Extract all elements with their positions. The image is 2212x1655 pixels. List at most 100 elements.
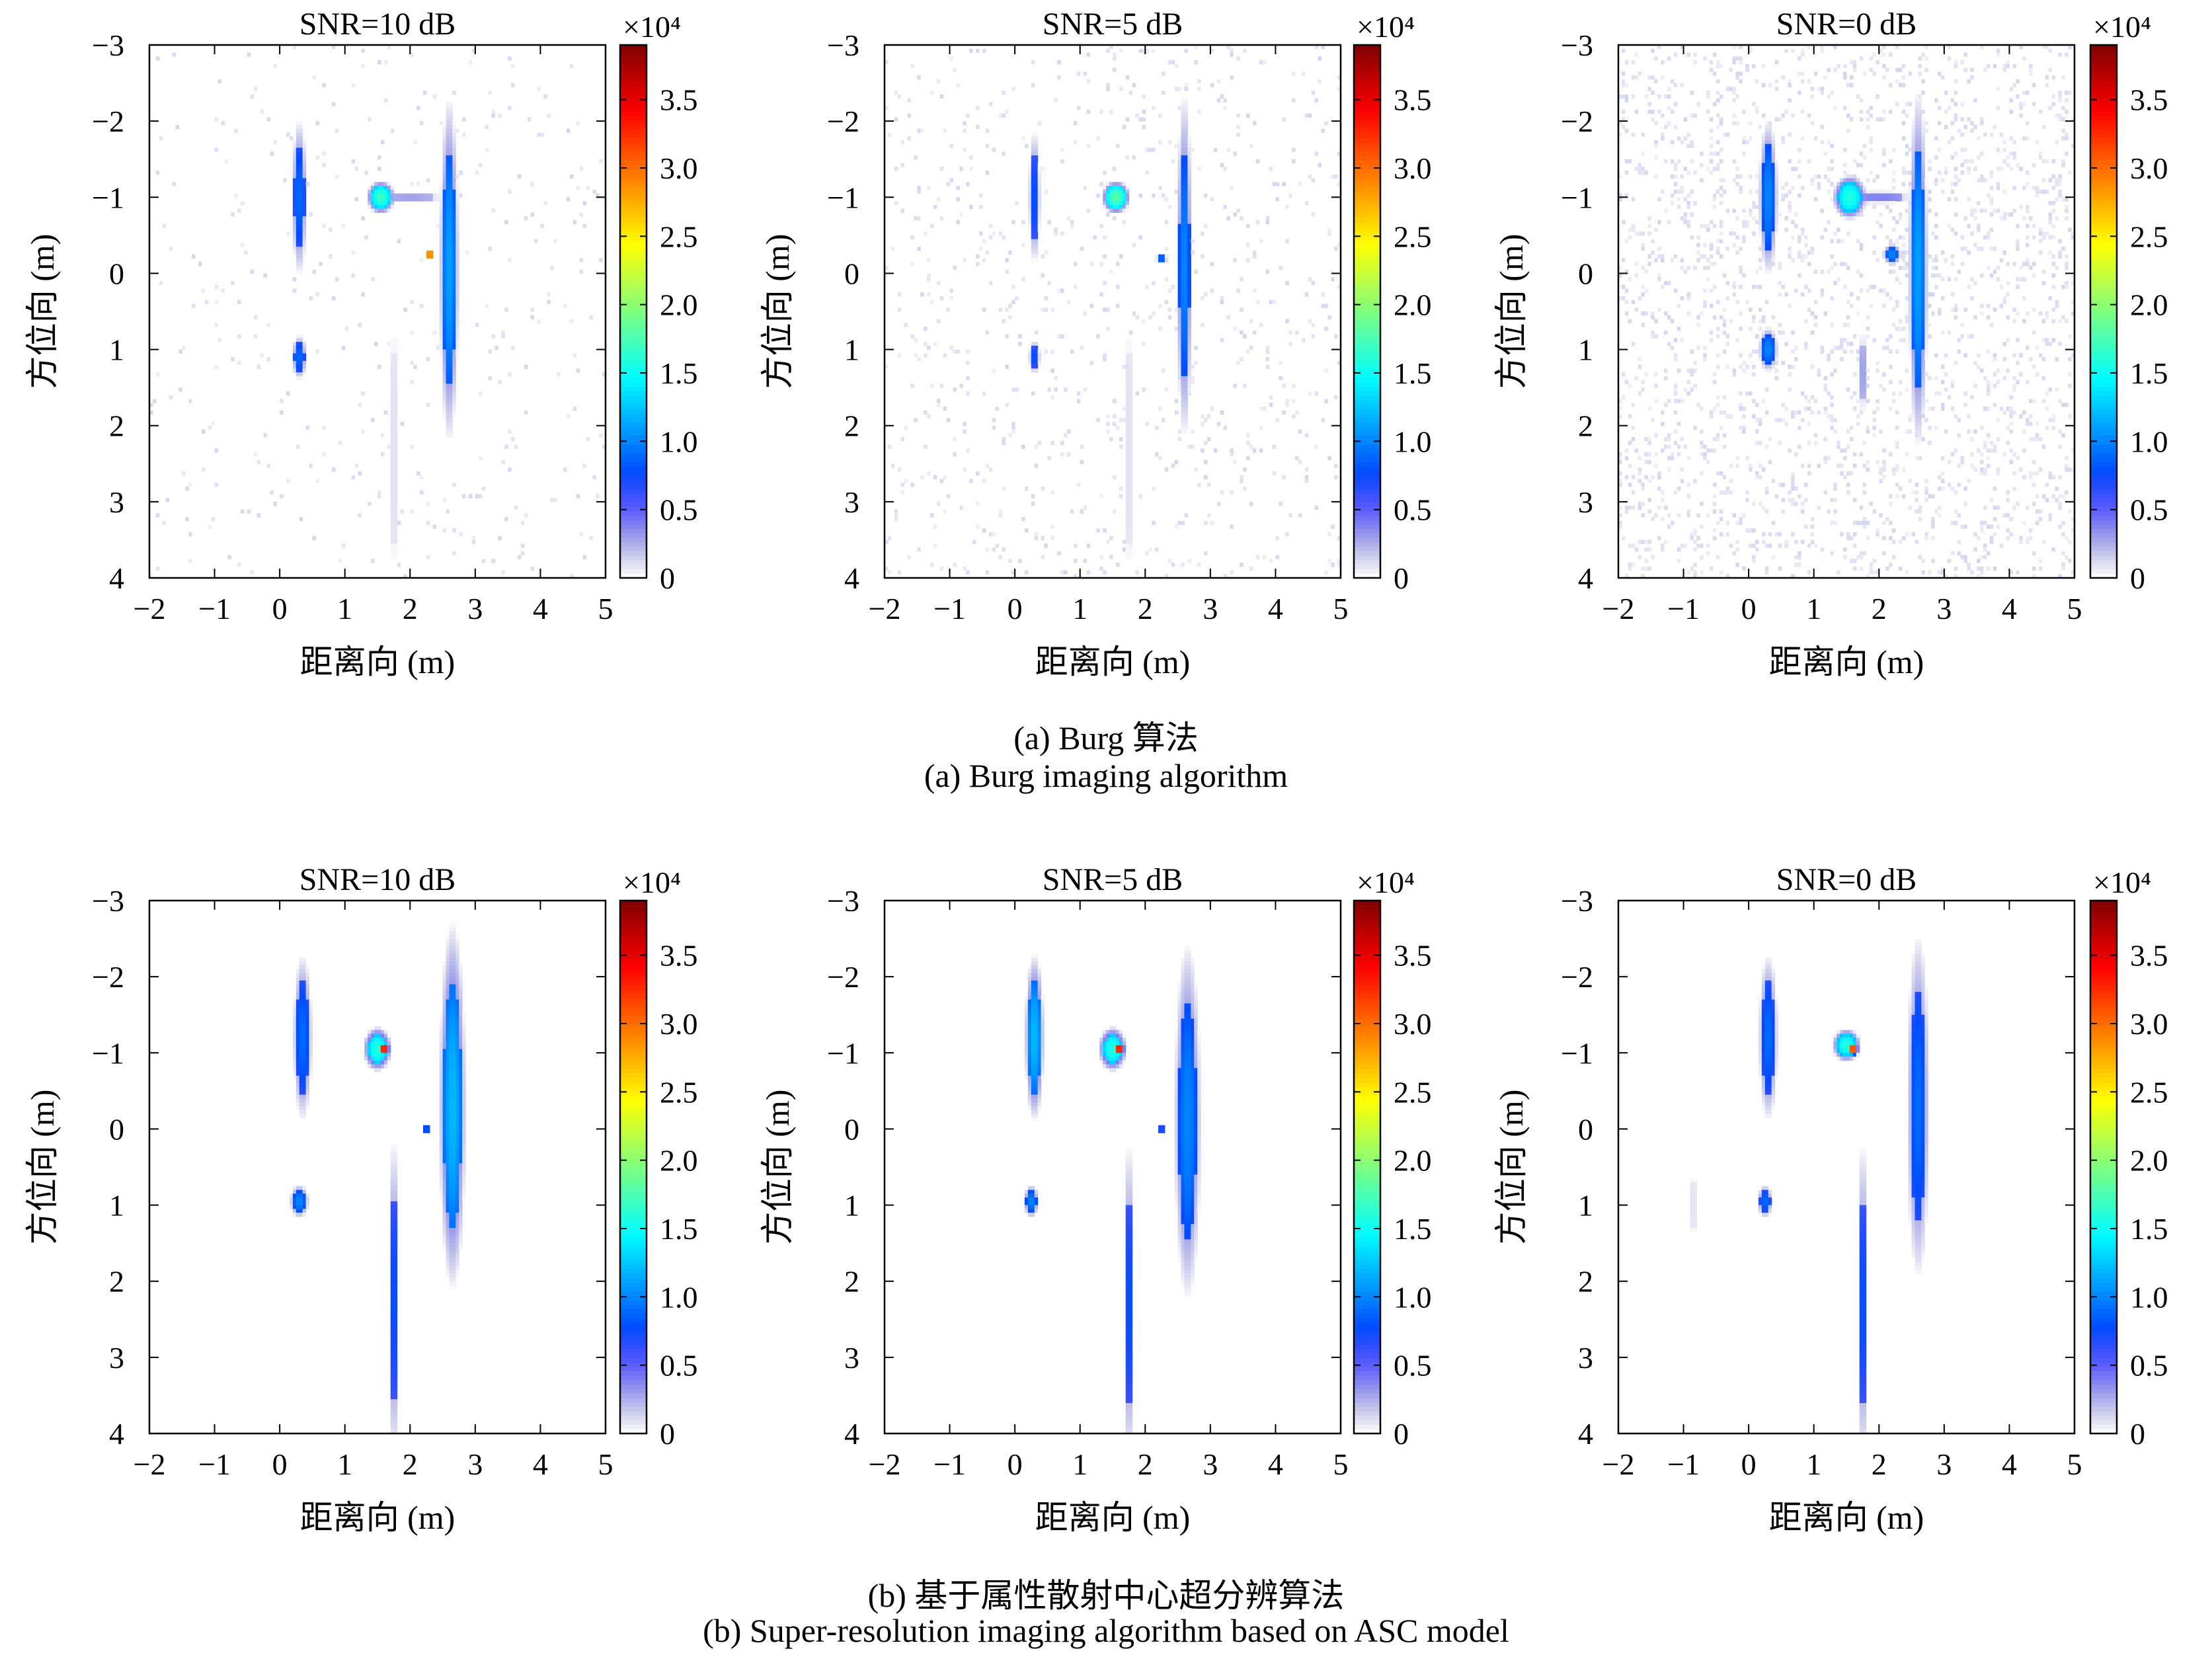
heatmap-cell bbox=[2051, 284, 2056, 290]
heatmap-cell bbox=[1109, 204, 1113, 210]
heatmap-cell bbox=[1768, 212, 1772, 217]
heatmap-cell bbox=[302, 143, 307, 149]
heatmap-cell bbox=[387, 444, 391, 449]
heatmap-cell bbox=[1647, 102, 1651, 106]
heatmap-cell bbox=[1725, 334, 1730, 339]
heatmap-cell bbox=[530, 315, 535, 320]
heatmap-cell bbox=[1735, 94, 1739, 99]
heatmap-cell bbox=[1758, 124, 1762, 130]
heatmap-cell bbox=[1197, 483, 1201, 487]
colorbar-segment bbox=[620, 214, 647, 219]
heatmap-cell bbox=[1752, 216, 1756, 221]
heatmap-cell bbox=[1177, 307, 1182, 312]
heatmap-cell bbox=[1113, 421, 1117, 426]
heatmap-cell bbox=[393, 501, 398, 506]
heatmap-cell bbox=[1837, 182, 1840, 186]
colorbar-segment bbox=[620, 222, 647, 227]
heatmap-cell bbox=[446, 250, 450, 255]
heatmap-cell bbox=[1657, 220, 1661, 225]
heatmap-cell bbox=[1638, 71, 1642, 76]
heatmap-cell bbox=[393, 479, 398, 483]
heatmap-cell bbox=[1918, 223, 1922, 228]
heatmap-cell bbox=[1768, 227, 1772, 232]
heatmap-cell bbox=[1788, 201, 1792, 206]
heatmap-cell bbox=[1989, 132, 1994, 137]
heatmap-cell bbox=[1301, 338, 1306, 343]
heatmap-cell bbox=[1275, 555, 1279, 559]
heatmap-cell bbox=[364, 170, 368, 175]
heatmap-cell bbox=[1031, 349, 1035, 354]
heatmap-cell bbox=[390, 532, 395, 537]
heatmap-cell bbox=[449, 323, 453, 327]
heatmap-cell bbox=[1781, 193, 1785, 198]
heatmap-cell bbox=[257, 460, 261, 464]
heatmap-cell bbox=[302, 167, 307, 171]
heatmap-cell bbox=[2041, 319, 2046, 323]
heatmap-cell bbox=[1918, 239, 1922, 243]
heatmap-cell bbox=[1631, 300, 1636, 305]
heatmap-cell bbox=[998, 307, 1003, 312]
heatmap-cell bbox=[1647, 231, 1651, 236]
heatmap-cell bbox=[452, 170, 456, 175]
heatmap-cell bbox=[390, 440, 395, 446]
heatmap-cell bbox=[1128, 452, 1133, 457]
heatmap-cell bbox=[302, 349, 307, 354]
heatmap-cell bbox=[299, 349, 303, 354]
heatmap-cell bbox=[953, 67, 957, 72]
heatmap-cell bbox=[1892, 178, 1896, 182]
heatmap-cell bbox=[1771, 170, 1776, 175]
heatmap-cell bbox=[1206, 414, 1211, 419]
heatmap-cell bbox=[446, 383, 450, 388]
heatmap-cell bbox=[1768, 182, 1772, 186]
heatmap-cell bbox=[439, 193, 444, 198]
heatmap-cell bbox=[465, 250, 469, 255]
heatmap-cell bbox=[2065, 91, 2069, 95]
heatmap-cell bbox=[2019, 265, 2023, 270]
heatmap-cell bbox=[1155, 254, 1159, 259]
heatmap-cell bbox=[1732, 208, 1737, 213]
heatmap-cell bbox=[1259, 239, 1263, 243]
heatmap-cell bbox=[1125, 368, 1130, 373]
heatmap-cell bbox=[1187, 239, 1191, 243]
heatmap-cell bbox=[312, 75, 316, 80]
heatmap-cell bbox=[2026, 223, 2030, 228]
heatmap-cell bbox=[1187, 163, 1191, 167]
heatmap-cell bbox=[1027, 182, 1032, 186]
heatmap-cell bbox=[1918, 300, 1922, 305]
heatmap-cell bbox=[1774, 231, 1779, 236]
heatmap-cell bbox=[380, 433, 385, 438]
heatmap-cell bbox=[299, 372, 303, 377]
heatmap-cell bbox=[449, 163, 453, 167]
heatmap-cell bbox=[1152, 147, 1156, 152]
heatmap-cell bbox=[1908, 182, 1913, 186]
heatmap-cell bbox=[237, 300, 241, 305]
heatmap-cell bbox=[390, 410, 395, 415]
heatmap-cell bbox=[1113, 67, 1117, 72]
heatmap-cell bbox=[2045, 45, 2049, 50]
heatmap-cell bbox=[1191, 444, 1195, 449]
heatmap-cell bbox=[452, 262, 456, 266]
heatmap-cell bbox=[436, 223, 440, 228]
heatmap-cell bbox=[939, 296, 944, 301]
heatmap-cell bbox=[390, 490, 395, 495]
heatmap-cell bbox=[1164, 220, 1169, 225]
heatmap-cell bbox=[393, 425, 398, 430]
heatmap-cell bbox=[299, 235, 303, 240]
heatmap-cell bbox=[1177, 167, 1182, 171]
heatmap-cell bbox=[1673, 102, 1678, 106]
heatmap-cell bbox=[1187, 223, 1191, 228]
heatmap-cell bbox=[1742, 109, 1746, 114]
heatmap-cell bbox=[1827, 189, 1831, 194]
heatmap-cell bbox=[1638, 296, 1642, 301]
heatmap-cell bbox=[1181, 124, 1185, 130]
heatmap-cell bbox=[1115, 143, 1120, 149]
heatmap-cell bbox=[1778, 330, 1782, 335]
heatmap-cell bbox=[1177, 345, 1182, 350]
heatmap-cell bbox=[1788, 204, 1792, 210]
heatmap-cell bbox=[442, 262, 447, 266]
heatmap-cell bbox=[1859, 349, 1864, 354]
colorbar-segment bbox=[1354, 147, 1380, 152]
heatmap-cell bbox=[390, 429, 395, 434]
heatmap-cell bbox=[1308, 391, 1312, 396]
heatmap-cell bbox=[1901, 197, 1906, 202]
